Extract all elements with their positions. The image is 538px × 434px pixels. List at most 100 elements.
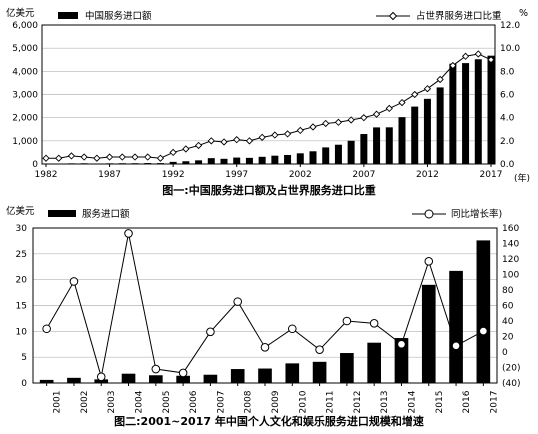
chart1-share-point [245, 137, 254, 145]
chart1-y-right-tick: 10.0 [500, 44, 520, 54]
chart1-bar [322, 147, 330, 164]
chart1-x-tick: 1987 [98, 170, 121, 180]
chart1-bar [360, 134, 368, 164]
chart1-x-unit: (年) [514, 172, 530, 184]
chart2-x-tick: 2013 [380, 391, 390, 414]
chart2-bar [149, 375, 163, 383]
chart2-bar [449, 270, 463, 383]
chart1-bar [245, 157, 253, 164]
chart1-share-point [118, 153, 126, 161]
chart1-share-point [283, 130, 292, 138]
chart1-share-point [42, 154, 50, 162]
chart1-bar [284, 154, 292, 164]
chart1-legend-bar-swatch [58, 12, 78, 19]
chart1-bar [334, 144, 342, 164]
chart2-bar [39, 379, 54, 383]
chart1-x-tick: 2012 [416, 170, 439, 180]
chart1-share-point [271, 131, 279, 139]
chart1-bar [347, 140, 355, 164]
chart1-y-left-tick: 3,000 [12, 91, 38, 101]
chart1-share-point [67, 152, 76, 160]
chart2-bar [121, 373, 136, 383]
chart1-bar [385, 127, 393, 164]
chart2-growth-point [342, 316, 352, 326]
chart2-y-right-tick: 40 [502, 317, 514, 327]
chart2-y-right-tick: (20) [502, 364, 520, 374]
chart1-share-point [385, 104, 393, 113]
chart1-x-tick: 1997 [225, 170, 248, 180]
chart2-bar [421, 284, 436, 383]
chart1-bar [436, 87, 444, 164]
chart2-x-tick: 2009 [271, 390, 281, 413]
chart2-growth-point [124, 229, 133, 238]
chart2-x-tick: 2016 [462, 390, 472, 413]
chart1-bar [233, 157, 241, 164]
chart2-legend-label-1: 同比增长率) [451, 208, 502, 220]
chart2-growth-point [315, 345, 324, 354]
chart2-y-right-tick: 160 [502, 224, 519, 234]
chart1-bar [296, 153, 304, 164]
chart1-bar [373, 127, 381, 164]
chart1-bar [487, 55, 495, 164]
chart1-share-point [182, 145, 190, 153]
chart2-y-right-tick: 60 [502, 302, 514, 312]
chart1-y-right-tick: 4.0 [500, 114, 515, 124]
chart2-y-right-tick: 20 [502, 333, 514, 343]
chart1-bar [398, 117, 406, 164]
chart2-y-right-tick: (40) [502, 379, 520, 389]
chart1-share-point [169, 148, 177, 157]
chart1-y-left-tick: 5,000 [12, 44, 38, 54]
chart1-share-point [93, 154, 101, 162]
chart2-y-right-tick: 120 [502, 255, 519, 265]
chart2-growth-point [424, 257, 434, 266]
chart2-x-tick: 2001 [53, 391, 63, 414]
chart2-x-tick: 2004 [135, 390, 145, 413]
chart1-y-right-tick: 12.0 [500, 21, 520, 31]
chart1-y-left-tick: 6,000 [12, 21, 38, 31]
chart2-y-right-tick: 0 [502, 348, 508, 358]
chart2-x-tick: 2015 [435, 391, 445, 414]
chart1-bar [169, 161, 177, 164]
chart1-y-right-tick: 0.0 [500, 160, 515, 170]
chart1-share-point [207, 137, 215, 145]
chart2-x-tick: 2005 [162, 391, 172, 414]
chart2-growth-point [206, 327, 215, 337]
chart2-growth-point [96, 372, 106, 382]
chart2-growth-point [287, 324, 297, 334]
chart1-legend-diamond-icon [388, 11, 398, 21]
chart2-growth-point [369, 319, 379, 328]
chart2-y-left-label: 亿美元 [6, 205, 35, 217]
chart1-y-right-tick: 6.0 [500, 91, 515, 101]
chart1-y-left-label: 亿美元 [6, 7, 35, 19]
chart2-y-left-tick: 5 [21, 353, 27, 363]
chart1-share-point [156, 154, 165, 162]
chart1-share-point [194, 141, 203, 150]
chart2-legend-label-0: 服务进口额 [82, 208, 130, 220]
chart1-bar [220, 158, 228, 164]
chart2-growth-point [233, 297, 243, 306]
chart1-share-point [322, 119, 330, 128]
chart1-share-point [334, 118, 343, 126]
chart1-legend-label-0: 中国服务进口额 [85, 10, 152, 22]
chart1-bar [182, 161, 190, 164]
chart2-bar [258, 368, 272, 383]
chart1-bar [309, 151, 317, 164]
chart2-bar [312, 361, 327, 383]
chart1-bar [423, 98, 431, 164]
chart1-share-point [233, 136, 241, 144]
chart1-share-point [474, 50, 482, 58]
chart2-growth-point [42, 324, 51, 334]
chart1-bar [474, 59, 482, 164]
chart2-y-left-tick: 20 [16, 276, 28, 286]
chart1-share-point [449, 61, 457, 70]
chart1-legend-label-1: 占世界服务进口比重 [416, 10, 502, 22]
chart1-y-right-tick: 8.0 [500, 67, 515, 77]
chart1-share-point [105, 153, 114, 161]
chart1-x-tick: 2017 [480, 170, 503, 180]
chart1-share-point [55, 154, 63, 162]
chart2-caption: 图二:2001~2017 年中国个人文化和娱乐服务进口规模和增速 [114, 414, 424, 428]
chart2-growth-point [69, 277, 79, 286]
chart2-bar [94, 379, 109, 383]
chart1-share-point [347, 116, 355, 124]
